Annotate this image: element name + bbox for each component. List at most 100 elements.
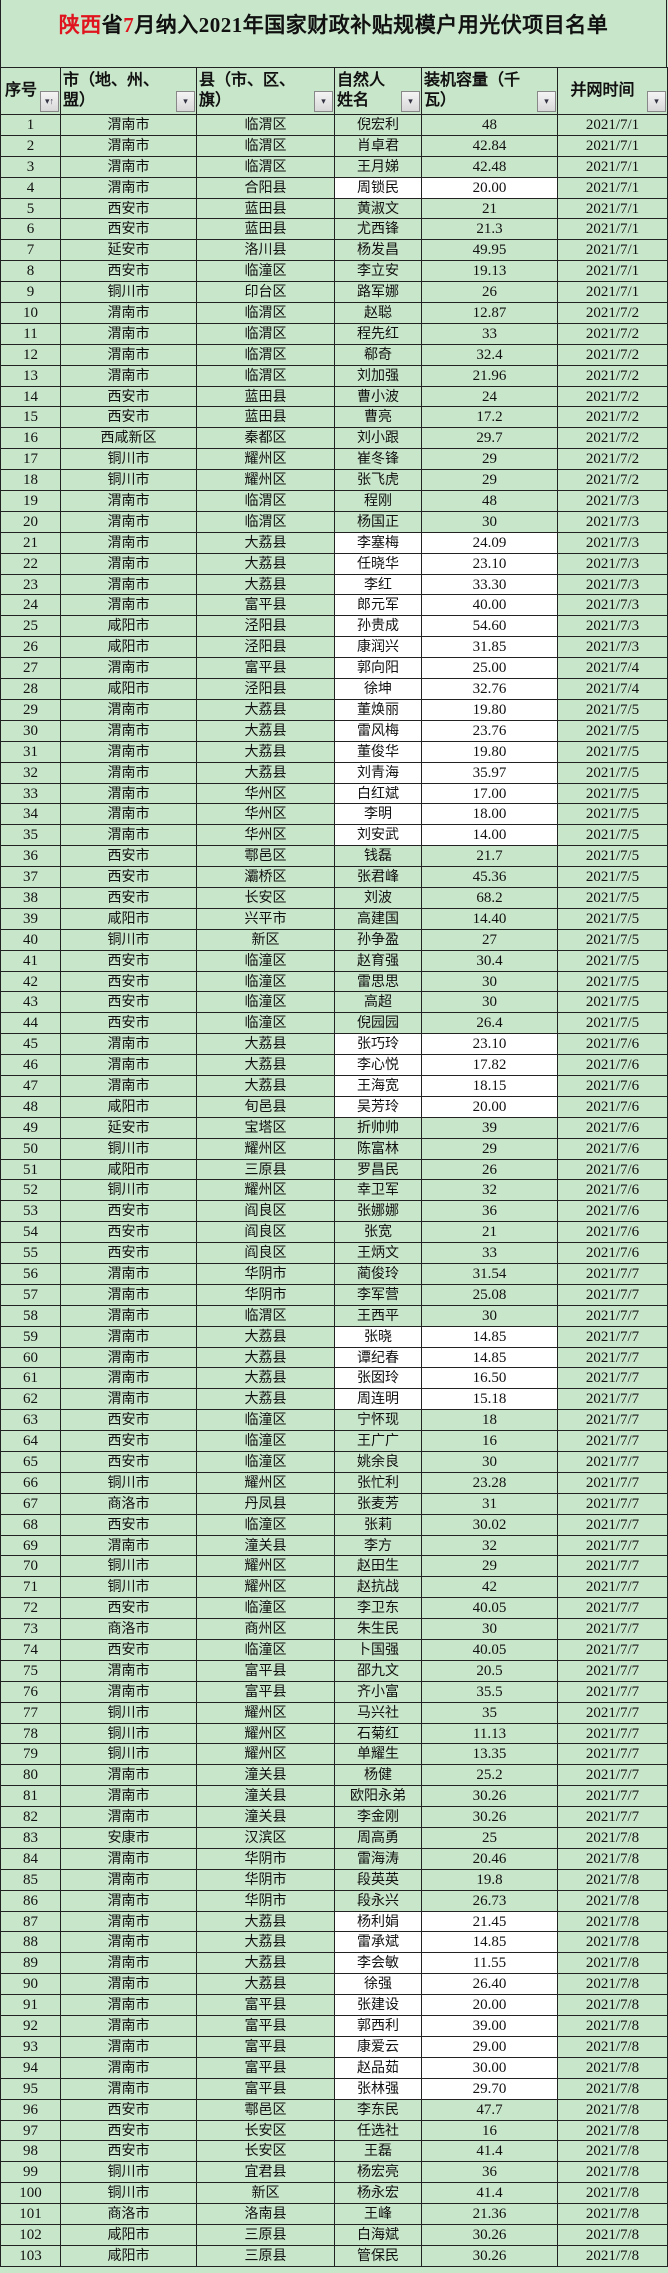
- cell-person-name[interactable]: 孙争盈: [334, 929, 421, 950]
- cell-person-name[interactable]: 刘波: [334, 887, 421, 908]
- cell-grid-date[interactable]: 2021/7/8: [557, 1828, 668, 1848]
- cell-grid-date[interactable]: 2021/7/2: [557, 428, 668, 449]
- cell-city[interactable]: 铜川市: [60, 2183, 196, 2204]
- cell-city[interactable]: 渭南市: [60, 303, 196, 323]
- cell-city[interactable]: 渭南市: [60, 323, 196, 344]
- cell-seq[interactable]: 86: [0, 1890, 60, 1911]
- cell-grid-date[interactable]: 2021/7/7: [557, 1660, 668, 1681]
- cell-seq[interactable]: 13: [0, 365, 60, 386]
- cell-capacity[interactable]: 26: [421, 282, 557, 303]
- cell-grid-date[interactable]: 2021/7/2: [557, 449, 668, 470]
- cell-seq[interactable]: 91: [0, 1995, 60, 2016]
- cell-seq[interactable]: 30: [0, 720, 60, 741]
- cell-grid-date[interactable]: 2021/7/7: [557, 1514, 668, 1535]
- cell-capacity[interactable]: 35.97: [421, 762, 557, 783]
- cell-capacity[interactable]: 18.00: [421, 804, 557, 825]
- cell-county[interactable]: 大荔县: [196, 1368, 334, 1389]
- cell-city[interactable]: 渭南市: [60, 1305, 196, 1326]
- cell-city[interactable]: 渭南市: [60, 825, 196, 846]
- cell-grid-date[interactable]: 2021/7/4: [557, 658, 668, 679]
- cell-capacity[interactable]: 68.2: [421, 887, 557, 908]
- cell-grid-date[interactable]: 2021/7/1: [557, 177, 668, 198]
- cell-county[interactable]: 富平县: [196, 1681, 334, 1702]
- cell-person-name[interactable]: 徐坤: [334, 679, 421, 699]
- cell-person-name[interactable]: 刘小跟: [334, 428, 421, 449]
- cell-city[interactable]: 西安市: [60, 407, 196, 428]
- cell-grid-date[interactable]: 2021/7/5: [557, 783, 668, 804]
- cell-person-name[interactable]: 马兴社: [334, 1702, 421, 1723]
- cell-seq[interactable]: 38: [0, 887, 60, 908]
- cell-grid-date[interactable]: 2021/7/3: [557, 553, 668, 574]
- cell-seq[interactable]: 59: [0, 1326, 60, 1347]
- cell-city[interactable]: 商洛市: [60, 2204, 196, 2224]
- cell-city[interactable]: 西安市: [60, 1640, 196, 1660]
- cell-capacity[interactable]: 40.05: [421, 1640, 557, 1660]
- cell-capacity[interactable]: 23.76: [421, 720, 557, 741]
- cell-county[interactable]: 富平县: [196, 658, 334, 679]
- cell-capacity[interactable]: 27: [421, 929, 557, 950]
- cell-county[interactable]: 临潼区: [196, 1598, 334, 1619]
- cell-capacity[interactable]: 30: [421, 511, 557, 532]
- cell-city[interactable]: 渭南市: [60, 762, 196, 783]
- cell-person-name[interactable]: 刘加强: [334, 365, 421, 386]
- cell-seq[interactable]: 80: [0, 1765, 60, 1786]
- cell-seq[interactable]: 17: [0, 449, 60, 470]
- cell-person-name[interactable]: 郎元军: [334, 595, 421, 616]
- cell-person-name[interactable]: 王西平: [334, 1305, 421, 1326]
- cell-capacity[interactable]: 20.46: [421, 1848, 557, 1869]
- cell-city[interactable]: 渭南市: [60, 135, 196, 156]
- cell-seq[interactable]: 24: [0, 595, 60, 616]
- cell-person-name[interactable]: 黄淑文: [334, 198, 421, 219]
- cell-person-name[interactable]: 吴芳玲: [334, 1096, 421, 1117]
- cell-person-name[interactable]: 欧阳永弟: [334, 1786, 421, 1807]
- cell-city[interactable]: 渭南市: [60, 1347, 196, 1368]
- cell-seq[interactable]: 56: [0, 1263, 60, 1284]
- cell-grid-date[interactable]: 2021/7/8: [557, 2057, 668, 2078]
- cell-capacity[interactable]: 24.09: [421, 532, 557, 553]
- cell-grid-date[interactable]: 2021/7/8: [557, 2245, 668, 2266]
- cell-grid-date[interactable]: 2021/7/7: [557, 1786, 668, 1807]
- cell-seq[interactable]: 53: [0, 1201, 60, 1222]
- cell-city[interactable]: 渭南市: [60, 1786, 196, 1807]
- cell-seq[interactable]: 2: [0, 135, 60, 156]
- cell-grid-date[interactable]: 2021/7/5: [557, 804, 668, 825]
- cell-county[interactable]: 潼关县: [196, 1786, 334, 1807]
- cell-person-name[interactable]: 杨利娟: [334, 1911, 421, 1932]
- cell-seq[interactable]: 43: [0, 992, 60, 1013]
- cell-person-name[interactable]: 董焕丽: [334, 699, 421, 720]
- cell-county[interactable]: 耀州区: [196, 1744, 334, 1765]
- cell-capacity[interactable]: 25.00: [421, 658, 557, 679]
- cell-grid-date[interactable]: 2021/7/3: [557, 491, 668, 511]
- sort-filter-button[interactable]: ▾↑: [40, 91, 59, 112]
- cell-capacity[interactable]: 32: [421, 1535, 557, 1556]
- cell-city[interactable]: 渭南市: [60, 699, 196, 720]
- cell-capacity[interactable]: 26: [421, 1159, 557, 1180]
- cell-county[interactable]: 耀州区: [196, 1556, 334, 1577]
- cell-capacity[interactable]: 12.87: [421, 303, 557, 323]
- cell-seq[interactable]: 45: [0, 1034, 60, 1055]
- cell-seq[interactable]: 10: [0, 303, 60, 323]
- cell-seq[interactable]: 71: [0, 1577, 60, 1598]
- cell-seq[interactable]: 21: [0, 532, 60, 553]
- cell-city[interactable]: 渭南市: [60, 1869, 196, 1890]
- cell-county[interactable]: 大荔县: [196, 741, 334, 762]
- cell-capacity[interactable]: 31: [421, 1493, 557, 1514]
- cell-seq[interactable]: 68: [0, 1514, 60, 1535]
- cell-city[interactable]: 铜川市: [60, 1180, 196, 1201]
- cell-grid-date[interactable]: 2021/7/7: [557, 1368, 668, 1389]
- cell-seq[interactable]: 74: [0, 1640, 60, 1660]
- cell-person-name[interactable]: 王海宽: [334, 1075, 421, 1096]
- cell-city[interactable]: 渭南市: [60, 1681, 196, 1702]
- cell-capacity[interactable]: 13.35: [421, 1744, 557, 1765]
- cell-person-name[interactable]: 王磊: [334, 2141, 421, 2162]
- cell-capacity[interactable]: 14.85: [421, 1326, 557, 1347]
- cell-city[interactable]: 西安市: [60, 1410, 196, 1431]
- cell-seq[interactable]: 81: [0, 1786, 60, 1807]
- cell-county[interactable]: 大荔县: [196, 532, 334, 553]
- cell-seq[interactable]: 65: [0, 1452, 60, 1472]
- cell-grid-date[interactable]: 2021/7/5: [557, 741, 668, 762]
- cell-seq[interactable]: 6: [0, 219, 60, 240]
- cell-seq[interactable]: 26: [0, 637, 60, 658]
- cell-capacity[interactable]: 16: [421, 1431, 557, 1451]
- cell-city[interactable]: 渭南市: [60, 365, 196, 386]
